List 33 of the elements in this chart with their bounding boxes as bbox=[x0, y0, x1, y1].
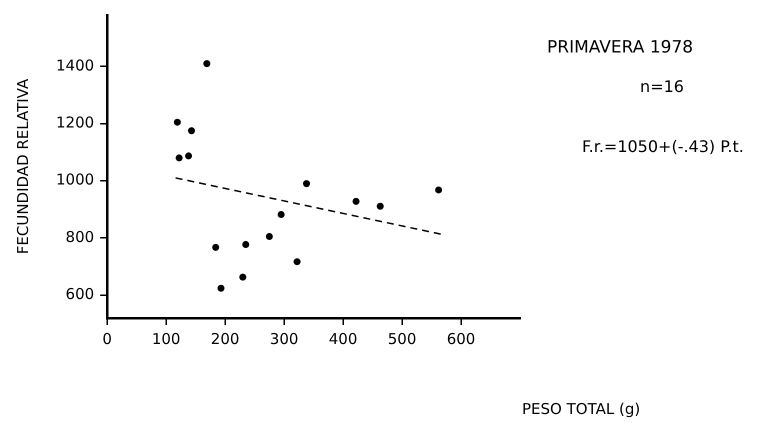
point bbox=[185, 152, 192, 160]
point bbox=[176, 154, 183, 162]
y-tick-label: 1200 bbox=[56, 114, 94, 132]
point bbox=[294, 258, 301, 266]
point bbox=[212, 244, 220, 251]
point bbox=[352, 198, 360, 205]
y-tick-label: 800 bbox=[66, 228, 94, 246]
x-tick-label: 300 bbox=[270, 330, 298, 348]
point bbox=[376, 202, 384, 210]
point bbox=[239, 274, 246, 281]
x-axis-title: PESO TOTAL (g) bbox=[522, 400, 640, 418]
x-tick-label: 0 bbox=[102, 330, 112, 348]
point bbox=[217, 284, 224, 292]
y-tick-label: 1000 bbox=[56, 170, 94, 189]
x-tick-label: 600 bbox=[446, 330, 476, 348]
point bbox=[303, 180, 310, 188]
point bbox=[266, 233, 273, 240]
x-tick-label: 100 bbox=[152, 330, 180, 348]
text: n=16 bbox=[640, 77, 684, 96]
point bbox=[435, 186, 442, 194]
y-tick-label: 600 bbox=[66, 285, 94, 304]
x-tick-label: 400 bbox=[328, 330, 358, 348]
point bbox=[242, 241, 250, 248]
text: F.r.=1050+(-.43) P.t. bbox=[582, 137, 744, 156]
point bbox=[188, 127, 196, 134]
x-tick-label: 500 bbox=[388, 330, 416, 348]
y-tick-label: 1400 bbox=[56, 56, 94, 74]
point bbox=[174, 118, 181, 126]
point bbox=[203, 60, 210, 68]
y-axis-title: FECUNDIDAD RELATIVA bbox=[14, 78, 32, 254]
point bbox=[278, 211, 285, 218]
text: PRIMAVERA 1978 bbox=[547, 37, 694, 58]
x-tick-label: 200 bbox=[210, 330, 240, 348]
